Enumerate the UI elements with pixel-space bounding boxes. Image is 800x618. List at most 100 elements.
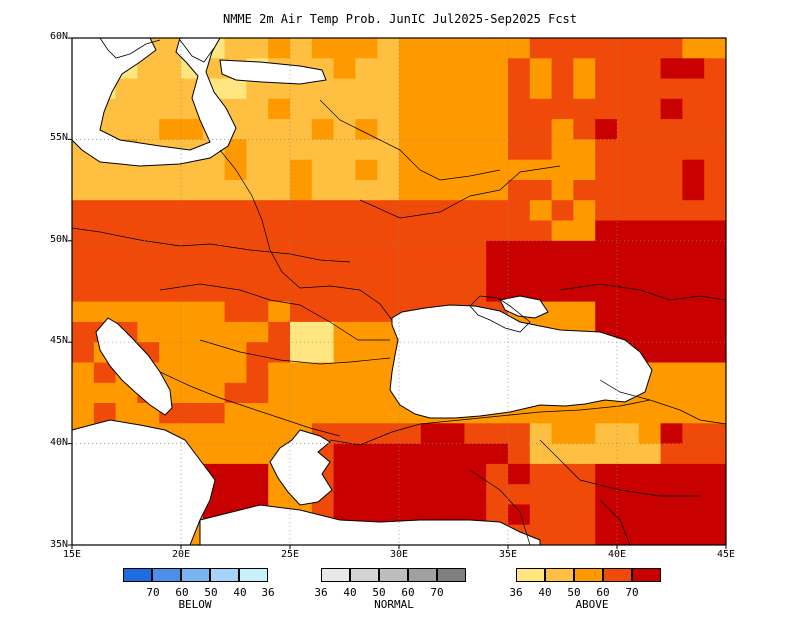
probability-cell xyxy=(551,423,574,444)
probability-cell xyxy=(311,98,334,120)
probability-cell xyxy=(224,98,247,120)
probability-cell xyxy=(355,38,378,59)
probability-cell xyxy=(355,261,378,282)
probability-cell xyxy=(137,240,160,262)
legend-swatch xyxy=(516,568,545,582)
probability-cell xyxy=(464,281,487,303)
probability-cell xyxy=(617,220,640,242)
probability-cell xyxy=(486,423,509,444)
probability-cell xyxy=(551,159,574,181)
probability-cell xyxy=(268,382,291,404)
probability-cell xyxy=(551,403,574,424)
probability-cell xyxy=(159,98,182,120)
probability-cell xyxy=(268,200,291,221)
probability-cell xyxy=(268,403,291,424)
black-sea xyxy=(389,304,653,419)
probability-cell xyxy=(224,443,247,465)
probability-cell xyxy=(224,484,247,505)
probability-cell xyxy=(246,423,269,444)
probability-cell xyxy=(72,301,95,323)
legend-swatch xyxy=(152,568,181,582)
probability-cell xyxy=(377,443,400,465)
probability-cell xyxy=(333,261,356,282)
probability-cell xyxy=(595,98,618,120)
probability-cell xyxy=(573,220,596,242)
probability-cell xyxy=(704,321,727,343)
probability-cell xyxy=(464,58,487,79)
probability-cell xyxy=(660,281,683,303)
probability-cell xyxy=(377,220,400,242)
probability-cell xyxy=(290,38,313,59)
probability-cell xyxy=(660,180,683,201)
probability-cell xyxy=(290,98,313,120)
map-frame xyxy=(71,37,727,546)
probability-cell xyxy=(704,220,727,242)
probability-cell xyxy=(93,220,116,242)
probability-cell xyxy=(486,200,509,221)
probability-cell xyxy=(290,403,313,424)
probability-cell xyxy=(159,362,182,384)
probability-cell xyxy=(508,240,531,262)
probability-cell xyxy=(72,159,95,181)
probability-cell xyxy=(704,180,727,201)
probability-cell xyxy=(333,362,356,384)
probability-cell xyxy=(508,139,531,161)
probability-cell xyxy=(617,98,640,120)
probability-cell xyxy=(290,240,313,262)
probability-cell xyxy=(159,301,182,323)
legend-swatch xyxy=(545,568,574,582)
probability-cell xyxy=(529,463,552,485)
probability-cell xyxy=(442,119,465,140)
probability-cell xyxy=(115,220,138,242)
probability-cell xyxy=(682,98,705,120)
probability-cell xyxy=(508,463,531,485)
probability-cell xyxy=(529,240,552,262)
lat-label-55n: 55N xyxy=(49,132,68,143)
probability-cell xyxy=(246,281,269,303)
probability-cell xyxy=(181,200,204,221)
probability-cell xyxy=(638,504,661,526)
probability-cell xyxy=(246,38,269,59)
probability-cell xyxy=(246,200,269,221)
probability-cell xyxy=(660,362,683,384)
gulf-of-finland xyxy=(219,59,327,85)
probability-cell xyxy=(595,423,618,444)
probability-cell xyxy=(268,281,291,303)
probability-cell xyxy=(311,78,334,100)
probability-cell xyxy=(682,240,705,262)
probability-cell xyxy=(115,119,138,140)
probability-cell xyxy=(355,321,378,343)
probability-cell xyxy=(617,78,640,100)
probability-cell xyxy=(311,159,334,181)
probability-cell xyxy=(551,484,574,505)
probability-cell xyxy=(529,423,552,444)
probability-cell xyxy=(355,240,378,262)
probability-cell xyxy=(638,281,661,303)
probability-cell xyxy=(682,403,705,424)
turkey-coast xyxy=(329,399,651,446)
border-line xyxy=(199,339,391,365)
probability-cell xyxy=(595,504,618,526)
probability-cell xyxy=(551,38,574,59)
probability-cell xyxy=(268,342,291,363)
probability-cell xyxy=(181,342,204,363)
probability-cell xyxy=(529,159,552,181)
probability-cell xyxy=(202,382,225,404)
probability-cell xyxy=(181,403,204,424)
probability-cell xyxy=(442,180,465,201)
probability-cell xyxy=(311,139,334,161)
probability-cell xyxy=(311,200,334,221)
probability-cell xyxy=(355,98,378,120)
probability-cell xyxy=(224,362,247,384)
probability-cell xyxy=(72,321,95,343)
probability-cell xyxy=(72,180,95,201)
legend-swatch xyxy=(379,568,408,582)
probability-cell xyxy=(93,281,116,303)
probability-cell xyxy=(638,139,661,161)
probability-cell xyxy=(442,58,465,79)
probability-cell xyxy=(377,200,400,221)
probability-cell xyxy=(137,200,160,221)
probability-cell xyxy=(682,423,705,444)
probability-cell xyxy=(595,200,618,221)
probability-cell xyxy=(72,240,95,262)
